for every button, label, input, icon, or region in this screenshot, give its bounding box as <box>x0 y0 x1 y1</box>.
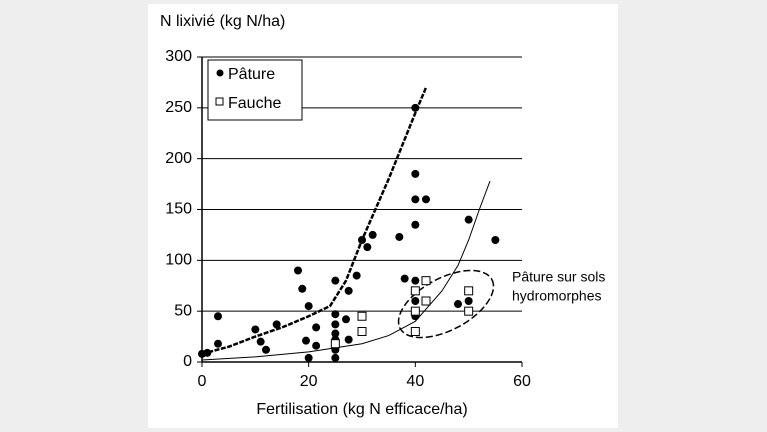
y-tick-label: 100 <box>165 252 192 269</box>
point <box>410 286 420 296</box>
point <box>421 296 431 306</box>
y-tick-label: 250 <box>165 99 192 116</box>
point <box>358 236 366 244</box>
legend-box <box>207 59 303 121</box>
point <box>464 297 473 305</box>
x-tick-label: 40 <box>406 373 424 390</box>
point <box>422 195 430 204</box>
point <box>331 329 340 338</box>
annotation: hydromorphes <box>512 288 602 304</box>
point <box>214 312 222 321</box>
annotation: Pâture sur sols <box>512 269 605 285</box>
point <box>214 339 222 348</box>
point <box>411 169 420 178</box>
trend-curve <box>201 87 428 356</box>
point <box>262 345 270 354</box>
legend-label: Fauche <box>228 95 281 112</box>
point <box>344 286 353 295</box>
point <box>454 300 462 309</box>
point <box>330 339 340 349</box>
point <box>410 306 420 316</box>
y-tick-label: 150 <box>165 201 192 218</box>
y-tick-label: 200 <box>165 150 192 167</box>
point <box>411 276 420 285</box>
y-tick-label: 0 <box>183 353 192 370</box>
point <box>464 215 473 224</box>
x-axis-label: Fertilisation (kg N efficace/ha) <box>256 401 467 418</box>
point <box>421 276 431 286</box>
x-tick-label: 0 <box>198 373 207 390</box>
point <box>411 103 420 112</box>
point <box>312 323 321 332</box>
point <box>272 320 281 329</box>
point <box>411 297 420 305</box>
point <box>344 335 353 344</box>
point <box>395 232 404 241</box>
legend-marker <box>216 69 224 77</box>
legend-marker <box>215 97 224 106</box>
point <box>400 274 409 283</box>
point <box>331 310 340 319</box>
point <box>411 220 420 229</box>
point <box>304 302 313 311</box>
point <box>464 286 474 296</box>
y-tick-label: 300 <box>165 48 192 65</box>
point <box>312 341 321 350</box>
point <box>411 195 420 204</box>
point <box>331 276 340 285</box>
point <box>251 325 260 334</box>
y-tick-label: 50 <box>174 302 192 319</box>
chart-title: N lixivié (kg N/ha) <box>160 13 285 30</box>
point <box>203 348 212 357</box>
point <box>298 284 307 293</box>
point <box>256 337 265 346</box>
x-tick-label: 20 <box>300 373 318 390</box>
point <box>304 353 313 362</box>
legend-label: Pâture <box>228 66 275 83</box>
point <box>357 311 367 321</box>
point <box>331 353 340 362</box>
point <box>464 306 474 316</box>
x-tick-label: 60 <box>513 373 531 390</box>
annotation-ellipse <box>397 269 495 339</box>
trend-curve <box>201 180 491 361</box>
point <box>368 230 377 239</box>
point <box>331 320 340 329</box>
point <box>352 271 361 280</box>
point <box>294 266 302 275</box>
point <box>342 315 350 324</box>
point <box>357 327 367 336</box>
point <box>363 243 372 252</box>
point <box>302 336 310 345</box>
point <box>491 236 500 244</box>
point <box>410 327 420 336</box>
